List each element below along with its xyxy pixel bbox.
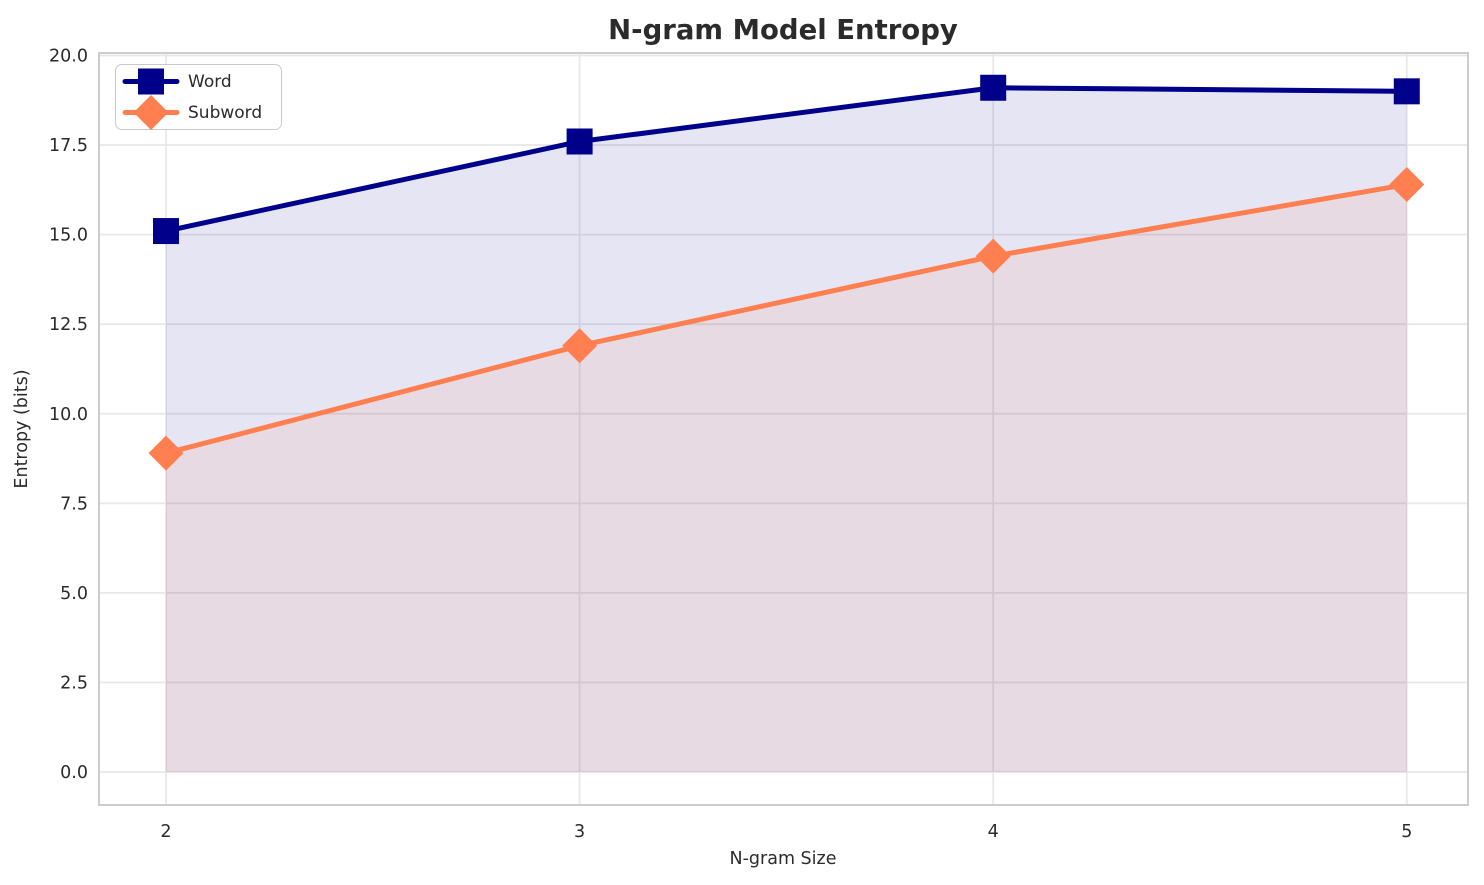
subword-marker-2 [975,238,1011,274]
y-tick-label-3: 7.5 [60,494,88,514]
subword-area-fill [166,184,1407,773]
y-tick-label-8: 20.0 [49,47,88,67]
word-legend-marker-icon [122,68,180,95]
x-tick-label-0: 2 [160,822,171,842]
series-markers [148,74,1425,471]
y-tick-label-4: 10.0 [49,405,88,425]
subword-marker-1 [562,328,598,364]
legend-label-word: Word [188,71,232,92]
y-tick-label-2: 5.0 [60,584,88,604]
area-fills [166,87,1407,773]
y-tick-label-0: 0.0 [60,763,88,783]
word-marker-2 [980,74,1007,101]
x-tick-label-3: 5 [1401,822,1412,842]
x-tick-label-2: 4 [988,822,999,842]
word-area-fill [166,87,1407,773]
series-lines [163,85,1410,456]
y-tick-label-1: 2.5 [60,673,88,693]
subword-legend-marker-icon [122,95,180,130]
legend-item-subword: Subword [122,95,273,130]
subword-marker-0 [148,435,184,471]
y-tick-label-7: 17.5 [49,136,88,156]
word-line [163,85,1410,234]
tick-labels: 0.0 2.5 5.0 7.5 10.0 12.5 15.0 17.5 20.0 2 3 4 5 [49,47,1412,842]
gridlines [99,53,1468,805]
x-tick-label-1: 3 [574,822,585,842]
subword-line [163,181,1410,456]
word-marker-1 [566,128,593,155]
y-axis-label: Entropy (bits) [12,369,32,488]
chart-title: N-gram Model Entropy [608,14,958,46]
word-marker-0 [153,218,180,245]
word-legend-square [138,68,164,95]
legend-label-subword: Subword [188,102,263,123]
legend-item-word: Word [122,66,273,97]
x-axis-label: N-gram Size [730,849,837,869]
plot-border [98,52,1469,806]
y-tick-label-6: 15.0 [49,226,88,246]
y-tick-label-5: 12.5 [49,315,88,335]
word-marker-3 [1393,78,1420,105]
subword-marker-3 [1389,166,1425,202]
axes-spines [98,52,1469,806]
subword-legend-diamond [133,95,169,130]
legend: Word Subword [115,64,282,130]
